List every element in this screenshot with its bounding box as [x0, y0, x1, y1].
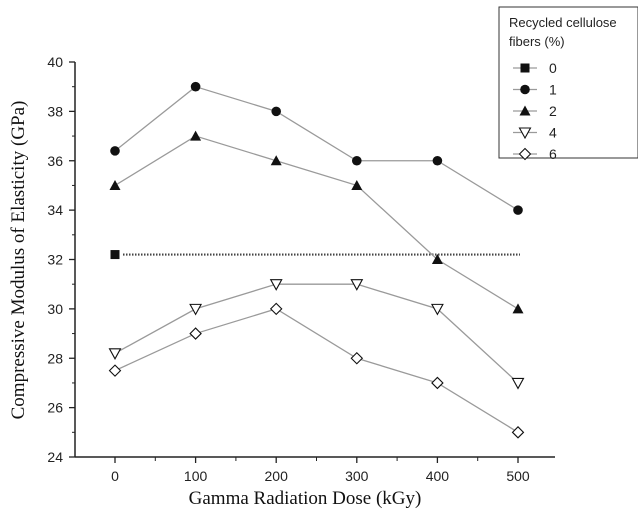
- data-point: [190, 81, 201, 92]
- y-tick-label: 32: [47, 252, 63, 268]
- x-tick-label: 400: [426, 468, 450, 484]
- data-point: [108, 364, 122, 377]
- series-2: [109, 130, 524, 314]
- legend-item-1: 1: [513, 82, 557, 98]
- y-axis-title: Compressive Modulus of Elasticity (GPa): [8, 101, 29, 420]
- data-point: [110, 250, 120, 260]
- x-tick-label: 0: [111, 468, 119, 484]
- data-point: [352, 155, 362, 166]
- data-point: [190, 130, 202, 141]
- data-point: [269, 302, 283, 316]
- data-point: [269, 279, 283, 291]
- data-point: [189, 303, 203, 316]
- legend-marker: [519, 105, 531, 116]
- data-point: [511, 426, 525, 439]
- legend-marker: [520, 63, 530, 73]
- x-tick-label: 200: [265, 468, 289, 484]
- series-line: [114, 85, 519, 211]
- axes: [74, 62, 555, 458]
- data-point: [108, 348, 122, 360]
- y-tick-label: 36: [47, 153, 63, 169]
- y-tick-label: 30: [47, 301, 63, 317]
- data-point: [430, 303, 444, 316]
- legend-item-2: 2: [513, 103, 557, 119]
- data-point: [189, 327, 202, 340]
- y-tick-label: 24: [47, 449, 63, 465]
- legend-item-0: 0: [513, 60, 557, 76]
- legend-marker: [518, 147, 532, 161]
- legend-label: 6: [549, 146, 557, 162]
- series-line: [114, 308, 519, 433]
- series-4: [108, 279, 525, 390]
- y-tick-label: 34: [47, 202, 63, 218]
- data-point: [432, 155, 443, 166]
- series-1: [110, 81, 523, 215]
- series-6: [108, 302, 525, 439]
- legend-marker: [518, 127, 532, 140]
- legend-label: 2: [549, 103, 557, 119]
- data-point: [109, 179, 121, 190]
- data-point: [110, 146, 120, 156]
- data-point: [350, 351, 364, 365]
- y-tick-label: 38: [47, 103, 63, 119]
- legend-label: 1: [549, 82, 557, 98]
- series-line: [114, 283, 519, 384]
- data-point: [351, 179, 363, 190]
- legend-item-4: 4: [513, 125, 557, 141]
- legend-title-line-2: fibers (%): [509, 34, 565, 49]
- data-point: [270, 155, 282, 166]
- data-point: [511, 377, 525, 390]
- y-tick-label: 40: [47, 54, 63, 70]
- series-line: [114, 135, 519, 310]
- data-point: [431, 254, 443, 264]
- data-point: [271, 106, 282, 117]
- y-tick-label: 26: [47, 400, 63, 416]
- legend-label: 0: [549, 60, 557, 76]
- legend-marker: [520, 84, 530, 95]
- series-0: [110, 250, 520, 260]
- data-point: [431, 376, 444, 390]
- legend-items: 0 1 2 4 6: [513, 60, 557, 162]
- series-layer: [108, 81, 525, 439]
- data-point: [350, 279, 364, 291]
- legend: Recycled cellulose fibers (%) 0 1 2 4 6: [498, 6, 638, 162]
- legend-title-line-1: Recycled cellulose: [509, 15, 617, 30]
- ticks: [69, 61, 519, 463]
- legend-label: 4: [549, 125, 557, 141]
- data-point: [513, 205, 523, 215]
- x-tick-label: 100: [184, 468, 208, 484]
- legend-item-6: 6: [513, 146, 557, 162]
- data-point: [512, 303, 524, 314]
- y-tick-label: 28: [47, 350, 63, 366]
- x-tick-label: 500: [506, 468, 530, 484]
- x-tick-label: 300: [345, 468, 369, 484]
- x-axis-title: Gamma Radiation Dose (kGy): [189, 488, 422, 509]
